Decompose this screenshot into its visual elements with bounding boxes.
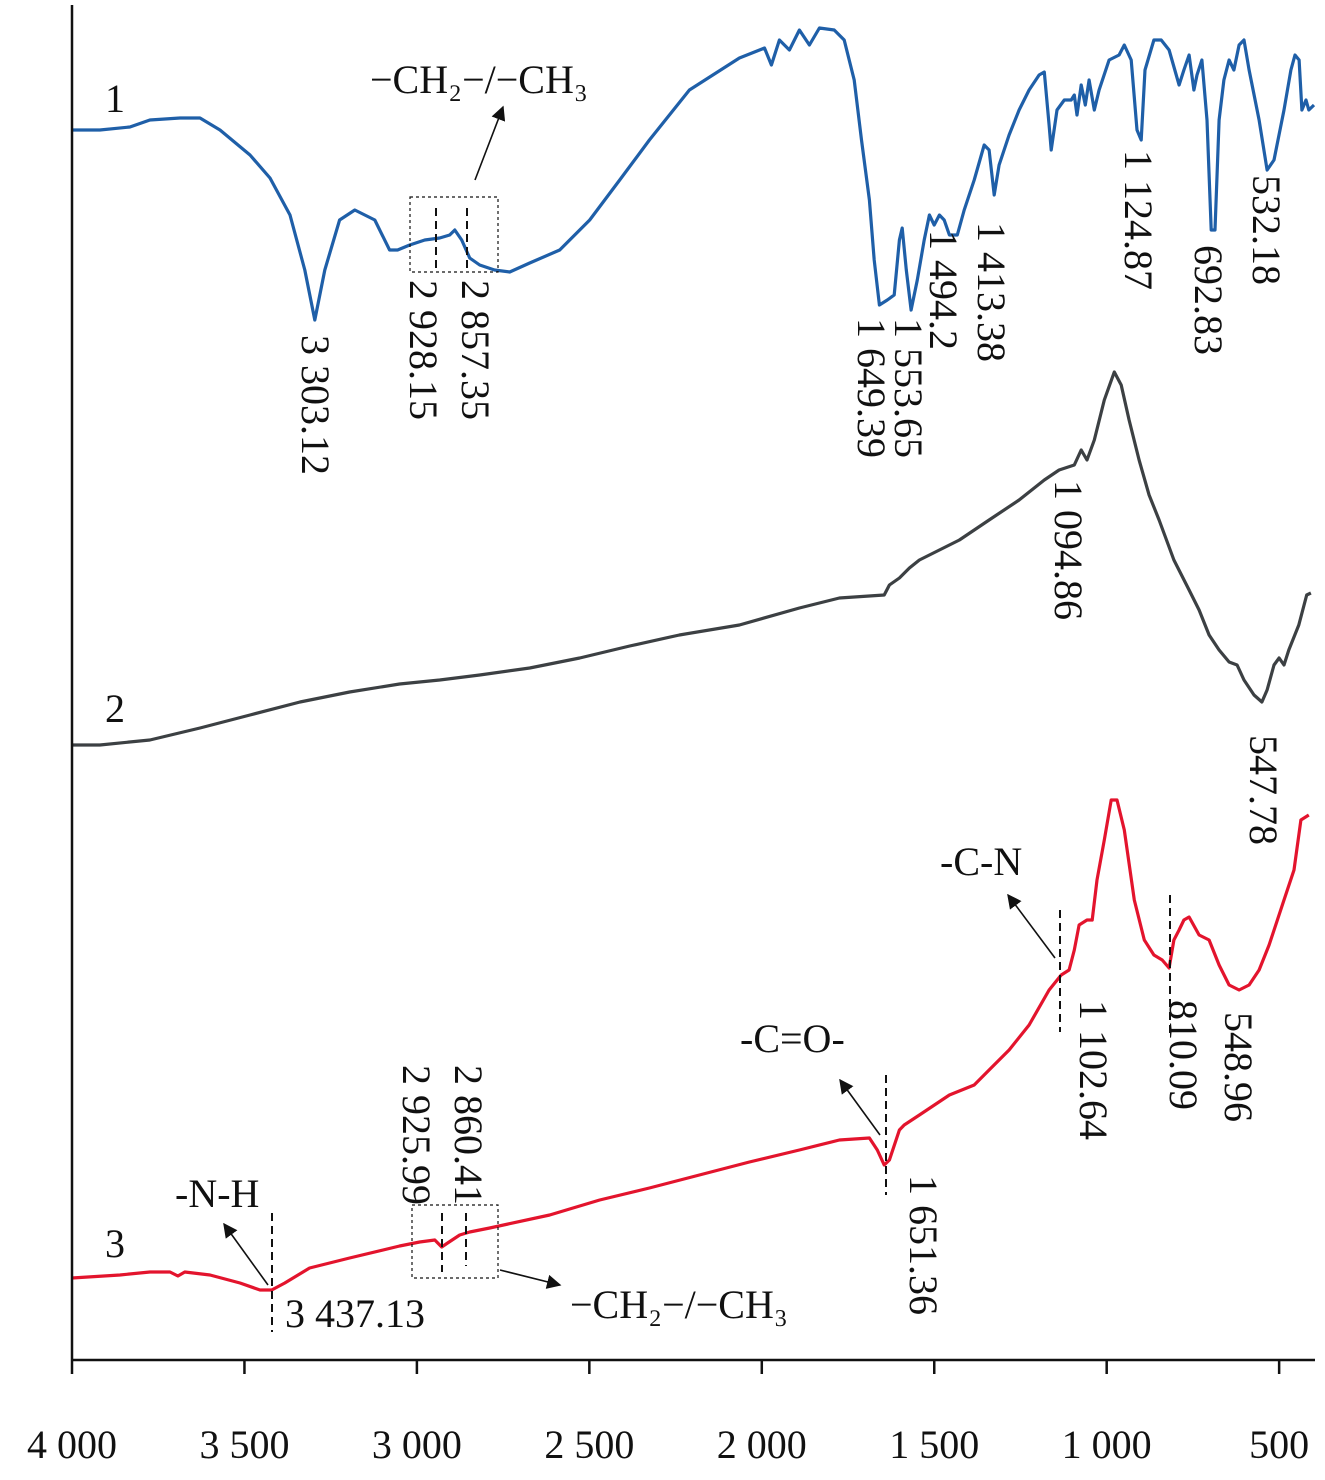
plot — [71, 26, 1316, 1292]
arrow — [474, 105, 506, 181]
group-label: -N-H — [175, 1171, 259, 1216]
x-tick-label: 1 500 — [889, 1422, 979, 1467]
peak-label: 810.09 — [1161, 1000, 1206, 1110]
peak-label: 2 860.41 — [446, 1065, 491, 1205]
peak-label: 1 094.86 — [1046, 480, 1091, 620]
x-tick-label: 2 500 — [544, 1422, 634, 1467]
peak-label: 547.78 — [1241, 735, 1286, 845]
peak-label: 3 303.12 — [293, 335, 338, 475]
peak-label: 532.18 — [1244, 175, 1289, 285]
x-tick-label: 4 000 — [27, 1422, 117, 1467]
series-label: 3 — [105, 1221, 125, 1266]
peak-label: 692.83 — [1186, 245, 1231, 355]
peak-labels: 3 303.12 2 928.15 2 857.35 1 649.39 1 55… — [175, 57, 1289, 1336]
group-label: −CH₂−/−CH₃ — [370, 57, 588, 102]
group-label: -C=O- — [740, 1016, 845, 1061]
arrow — [839, 1078, 881, 1136]
x-tick-label: 3 000 — [372, 1422, 462, 1467]
peak-label: 1 102.64 — [1071, 1000, 1116, 1140]
x-tick-label: 500 — [1249, 1422, 1309, 1467]
annotation-shapes — [223, 105, 1171, 1332]
series-label: 2 — [105, 686, 125, 731]
box — [411, 1204, 499, 1279]
peak-label: 1 553.65 — [886, 318, 931, 458]
x-tick-label: 2 000 — [717, 1422, 807, 1467]
arrow — [223, 1222, 269, 1286]
peak-label: 1 124.87 — [1116, 150, 1161, 290]
series-label: 1 — [105, 76, 125, 121]
group-label: -C-N — [940, 839, 1022, 884]
spectrum-line — [72, 26, 1316, 322]
x-tick-label: 3 500 — [199, 1422, 289, 1467]
peak-label: 2 857.35 — [453, 280, 498, 420]
group-label: −CH₂−/−CH₃ — [570, 1282, 788, 1327]
peak-label: 1 494.2 — [921, 230, 966, 350]
spectrum-line — [72, 370, 1312, 747]
peak-label: 1 413.38 — [969, 222, 1014, 362]
x-tick-label: 1 000 — [1062, 1422, 1152, 1467]
peak-label: 2 925.99 — [394, 1065, 439, 1205]
peak-label: 3 437.13 — [285, 1291, 425, 1336]
spectrum-line — [71, 798, 1310, 1292]
peak-label: 548.96 — [1216, 1012, 1261, 1122]
peak-label: 2 928.15 — [401, 280, 446, 420]
arrow — [1007, 893, 1056, 959]
box — [409, 196, 499, 273]
arrow — [499, 1269, 562, 1289]
peak-label: 1 651.36 — [901, 1175, 946, 1315]
peak-label: 1 649.39 — [849, 318, 894, 458]
